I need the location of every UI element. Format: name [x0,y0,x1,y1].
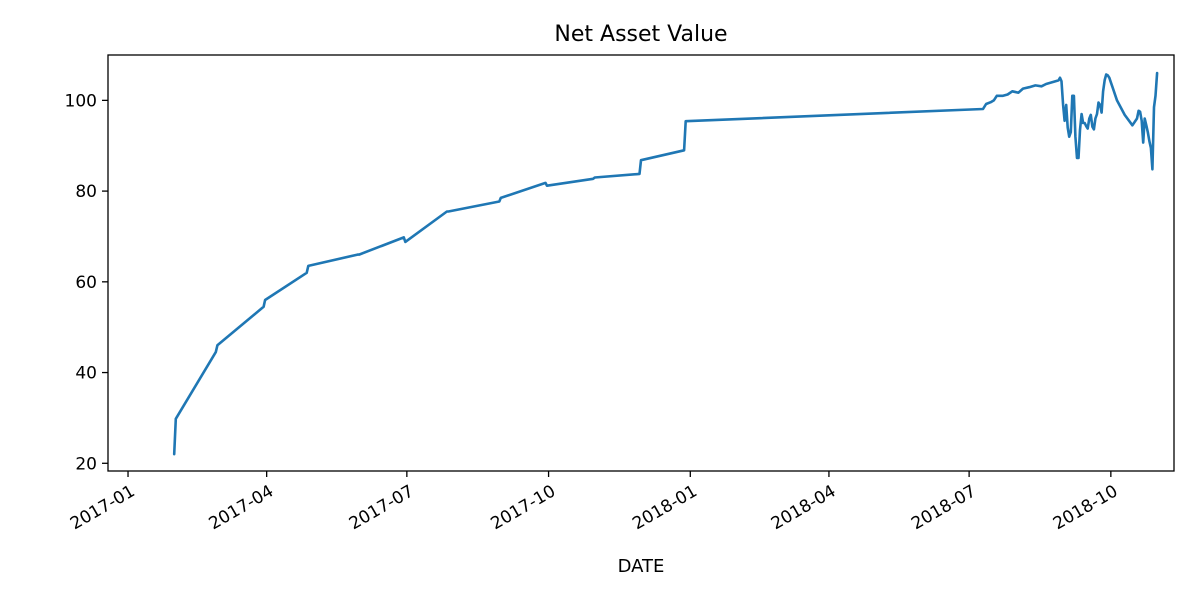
plot-series [172,71,1159,456]
series-line-0 [172,71,1159,456]
y-tick-label: 60 [75,273,97,293]
y-tick-label: 40 [75,364,97,384]
x-axis-label: DATE [618,556,665,577]
plot-frame [107,54,1175,472]
y-tick-label: 20 [75,454,97,474]
y-tick-label: 80 [75,182,97,202]
chart-title: Net Asset Value [554,22,727,47]
y-tick-label: 100 [65,91,97,111]
y-axis-ticks: 20 40 60 80 100 [65,91,108,474]
